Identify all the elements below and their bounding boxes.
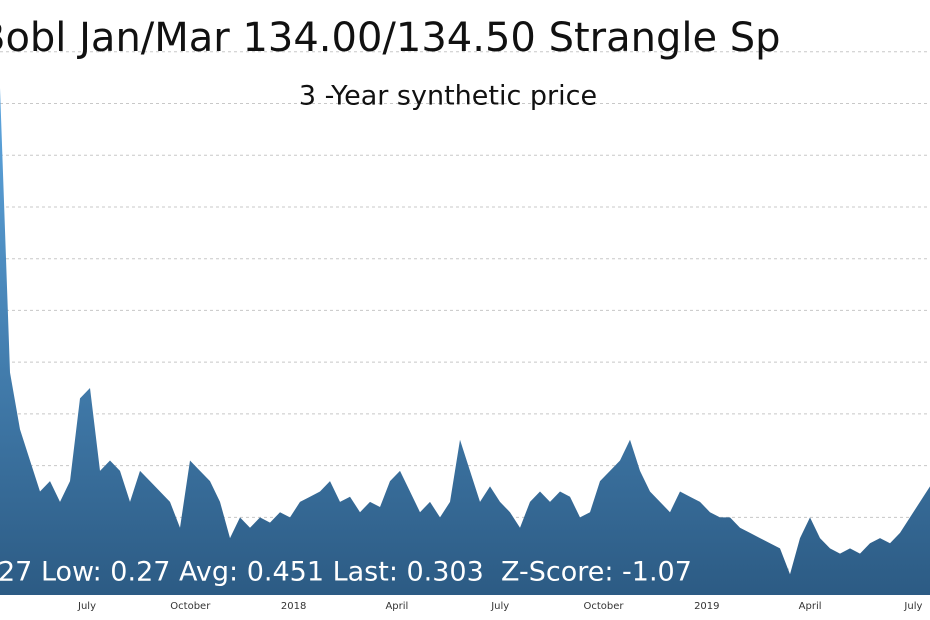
- grid: [0, 51, 930, 570]
- x-tick-label: July: [903, 601, 922, 612]
- stats-line: 27 Low: 0.27 Avg: 0.451 Last: 0.303 Z-Sc…: [0, 557, 692, 588]
- x-tick-label: October: [583, 601, 624, 612]
- x-tick-label: 2019: [694, 601, 719, 612]
- x-tick-label: July: [490, 601, 509, 612]
- chart-title: Bobl Jan/Mar 134.00/134.50 Strangle Sp: [0, 15, 781, 61]
- chart-subtitle: 3 -Year synthetic price: [299, 81, 597, 112]
- x-axis: July October 2018 April July October 2019 April…: [77, 601, 922, 612]
- area-series: [0, 87, 930, 596]
- x-tick-label: 2018: [281, 601, 306, 612]
- x-tick-label: October: [170, 601, 211, 612]
- x-tick-label: April: [799, 601, 822, 612]
- plot-area: [0, 87, 930, 596]
- x-tick-label: April: [385, 601, 408, 612]
- x-tick-label: July: [77, 601, 96, 612]
